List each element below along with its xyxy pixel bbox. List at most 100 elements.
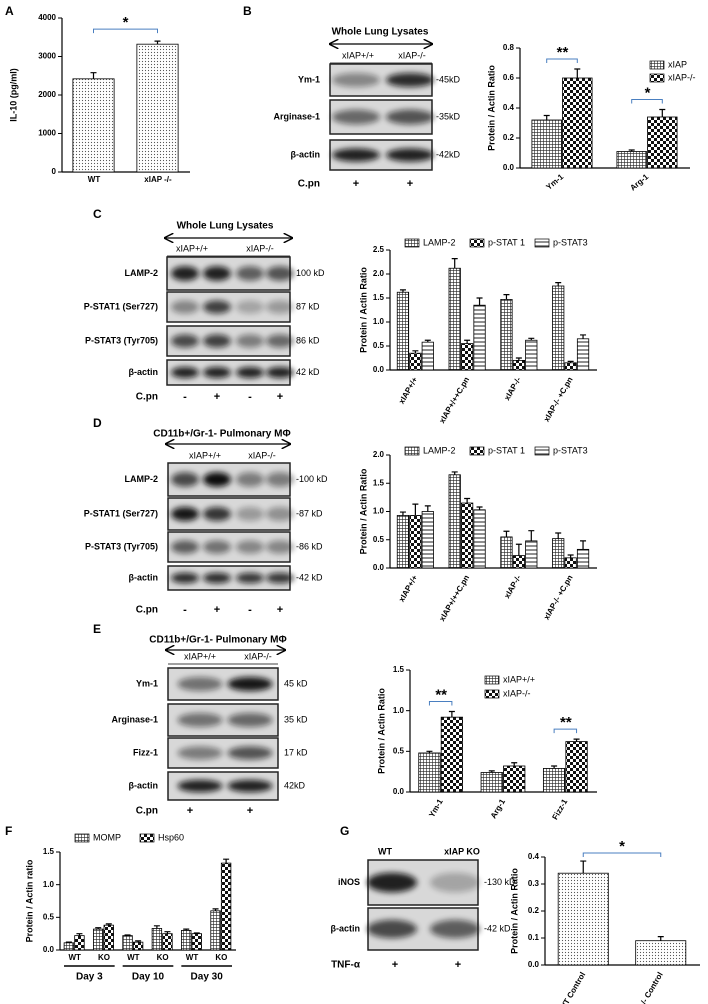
bar bbox=[440, 716, 464, 793]
bar bbox=[421, 511, 434, 569]
y-tick-label: 1.0 bbox=[393, 706, 405, 715]
y-tick-label: 0.6 bbox=[503, 73, 515, 82]
x-tick-label: WT bbox=[68, 953, 81, 962]
legend-swatch bbox=[534, 238, 550, 248]
significance-label: ** bbox=[557, 44, 569, 61]
panel-letter: E bbox=[93, 622, 101, 636]
bar bbox=[418, 752, 441, 793]
x-tick-label: xIAP-/- Control bbox=[629, 971, 665, 1004]
y-tick-label: 2.5 bbox=[373, 245, 385, 254]
row-label: Ym-1 bbox=[298, 74, 320, 84]
legend-swatch bbox=[469, 238, 485, 248]
y-axis-label: Protein / Actin ratio bbox=[24, 859, 34, 942]
x-tick-label: xIAP+/+ bbox=[397, 375, 420, 405]
genotype-label: xIAP-/- bbox=[248, 450, 276, 460]
error-bar bbox=[464, 339, 471, 344]
error-bar bbox=[90, 72, 97, 79]
error-bar bbox=[628, 149, 635, 152]
error-bar bbox=[154, 40, 161, 45]
y-tick-label: 0.5 bbox=[43, 912, 55, 921]
legend-swatch bbox=[74, 833, 90, 843]
bar bbox=[181, 930, 192, 951]
treatment-label: C.pn bbox=[136, 605, 158, 616]
significance-bracket bbox=[582, 852, 662, 857]
row-label: Arginase-1 bbox=[273, 111, 320, 121]
error-bar bbox=[212, 908, 219, 911]
legend-label: LAMP-2 bbox=[423, 445, 456, 455]
genotype-label: xIAP-/- bbox=[398, 50, 426, 60]
legend-label: p-STAT 1 bbox=[488, 237, 525, 247]
genotype-label: xIAP+/+ bbox=[342, 50, 374, 60]
y-tick-label: 0.0 bbox=[393, 787, 405, 796]
blot-band bbox=[236, 572, 264, 584]
legend-swatch bbox=[469, 446, 485, 456]
bar bbox=[396, 515, 410, 569]
blot-band bbox=[203, 472, 231, 487]
blot-band bbox=[171, 472, 199, 487]
size-label: -100 kD bbox=[296, 474, 328, 484]
bar bbox=[564, 557, 577, 569]
x-tick-label: xIAP -/- bbox=[144, 175, 172, 184]
bar bbox=[409, 352, 422, 371]
y-tick-label: 0.5 bbox=[373, 535, 385, 544]
significance-bracket bbox=[631, 99, 663, 104]
y-tick-label: 2000 bbox=[38, 90, 56, 99]
legend-swatch bbox=[484, 675, 500, 685]
x-tick-label: xIAP-/- bbox=[502, 375, 523, 402]
bar bbox=[162, 933, 173, 951]
legend-label: xIAP-/- bbox=[668, 72, 696, 82]
error-bar bbox=[164, 931, 171, 934]
bar bbox=[616, 151, 647, 169]
y-axis-label: Protein / Actin Ratio bbox=[486, 65, 496, 151]
x-tick-label: WT Control bbox=[558, 971, 587, 1004]
panel-letter: F bbox=[5, 824, 12, 838]
x-tick-label: xIAP-/- bbox=[502, 573, 523, 600]
panel-letter: G bbox=[340, 824, 349, 838]
size-label: 45 kD bbox=[284, 678, 308, 688]
bar bbox=[191, 933, 202, 951]
legend-label: LAMP-2 bbox=[423, 237, 456, 247]
x-tick-label: xIAP-/- +C.pn bbox=[542, 573, 575, 621]
y-tick-label: 0.2 bbox=[528, 906, 540, 915]
error-bar bbox=[193, 932, 200, 934]
error-bar bbox=[476, 506, 483, 510]
treatment-sign: - bbox=[248, 391, 252, 403]
x-tick-label: WT bbox=[186, 953, 199, 962]
blot-band bbox=[227, 712, 273, 728]
treatment-label: C.pn bbox=[298, 179, 320, 190]
bar bbox=[531, 119, 562, 169]
blot-band bbox=[236, 367, 264, 378]
panel-letter: B bbox=[243, 4, 252, 18]
legend-swatch bbox=[404, 238, 420, 248]
row-label: P-STAT1 (Ser727) bbox=[84, 508, 158, 518]
legend-swatch bbox=[484, 689, 500, 699]
blot-band bbox=[332, 148, 380, 162]
blot-band bbox=[266, 334, 294, 348]
y-tick-label: 0.2 bbox=[503, 133, 515, 142]
treatment-sign: + bbox=[277, 391, 283, 403]
y-tick-label: 1.5 bbox=[373, 293, 385, 302]
error-bar bbox=[124, 934, 131, 936]
treatment-sign: + bbox=[407, 178, 413, 190]
error-bar bbox=[511, 762, 518, 766]
blot-band bbox=[386, 109, 434, 125]
error-bar bbox=[399, 289, 406, 293]
legend-swatch bbox=[534, 446, 550, 456]
blot-band bbox=[386, 72, 434, 88]
significance-label: * bbox=[645, 84, 651, 101]
error-bar bbox=[659, 108, 666, 117]
bar bbox=[576, 338, 590, 371]
bar bbox=[542, 768, 566, 793]
x-tick-label: KO bbox=[157, 953, 169, 962]
blot-band bbox=[177, 779, 223, 793]
y-tick-label: 1000 bbox=[38, 129, 56, 138]
significance-label: * bbox=[123, 14, 129, 31]
x-tick-label: Ym-1 bbox=[544, 172, 565, 192]
blot-band bbox=[236, 266, 264, 281]
legend-label: p-STAT 1 bbox=[488, 445, 525, 455]
blot-header: Whole Lung Lysates bbox=[177, 221, 274, 232]
y-axis-label: Protein / Actin Ratio bbox=[509, 868, 519, 954]
blot-band bbox=[227, 676, 273, 692]
legend-label: xIAP bbox=[668, 59, 687, 69]
bar bbox=[557, 872, 609, 966]
